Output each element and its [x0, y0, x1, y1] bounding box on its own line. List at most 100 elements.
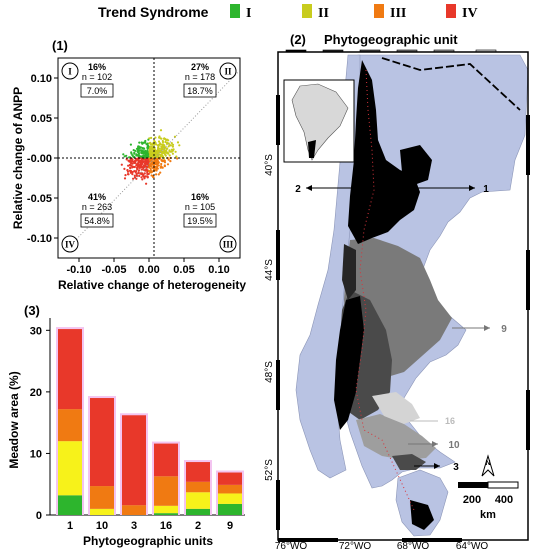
scatter-point — [144, 139, 147, 143]
scatter-point — [160, 155, 163, 158]
scatter-point — [174, 150, 177, 153]
scatter-point — [125, 154, 128, 157]
scatter-point — [133, 152, 136, 155]
scatter-point — [178, 144, 181, 147]
quadrant-I-pct: 16% — [88, 62, 106, 72]
scatter-point — [138, 169, 141, 172]
bar-segment-1-III — [58, 409, 82, 442]
scatter-point — [162, 148, 166, 151]
scatter-point — [157, 140, 161, 143]
scatter-point — [137, 146, 140, 149]
scatter-ylabel: Relative change of ANPP — [11, 87, 25, 229]
callout-label-3: 3 — [453, 462, 459, 473]
scatter-ytick-label: -0.00 — [27, 153, 52, 165]
scatter-point — [147, 169, 151, 173]
quadrant-III-n: n = 105 — [185, 202, 215, 212]
quadrant-III-area-box — [183, 213, 217, 228]
scatter-point — [169, 150, 172, 153]
callout-label-10: 10 — [448, 440, 460, 451]
scale-unit: km — [480, 509, 496, 521]
scatter-point — [134, 149, 137, 152]
scatter-xtick-label: 0.10 — [208, 264, 229, 276]
lon-label: 72°WO — [339, 541, 372, 550]
scatter-point — [126, 170, 130, 173]
quadrant-I-n: n = 102 — [82, 72, 112, 82]
scatter-point — [161, 159, 164, 163]
scatter-point — [165, 142, 169, 145]
scatter-point — [167, 139, 170, 142]
bar-segment-10-II — [90, 508, 114, 515]
scatter-point — [126, 169, 129, 172]
scale-bar: 200 400 km — [458, 481, 519, 521]
scatter-point — [144, 169, 147, 172]
scatter-point — [151, 170, 154, 173]
scatter-point — [165, 138, 168, 142]
bar-ylabel: Meadow area (%) — [7, 371, 21, 468]
legend-label-I: I — [246, 6, 251, 21]
scatter-point — [171, 145, 174, 148]
scatter-point — [157, 146, 160, 149]
scatter-xlabel: Relative change of heterogeneity — [58, 278, 246, 292]
scatter-point — [126, 173, 130, 176]
scatter-point — [154, 159, 157, 162]
scatter-point — [137, 158, 140, 162]
scatter-point — [140, 173, 143, 176]
scatter-point — [159, 149, 162, 152]
scatter-point — [128, 160, 131, 163]
scatter-point — [141, 155, 144, 158]
bar-segment-9-III — [218, 484, 242, 494]
scatter-point — [133, 174, 136, 177]
scatter-point — [169, 160, 172, 163]
map-panel: (2) Phytogeographic unit 1 2 3 9 10 16 — [264, 32, 530, 550]
bar-segment-16-II — [154, 505, 178, 514]
scatter-point — [150, 136, 153, 139]
scatter-point — [138, 161, 141, 164]
bar-segment-2-IV — [186, 462, 210, 482]
scatter-point — [128, 163, 132, 166]
scatter-ytick-label: 0.05 — [31, 113, 52, 125]
scatter-point — [129, 170, 132, 174]
bar-segment-2-I — [186, 508, 210, 515]
scatter-point — [155, 156, 158, 159]
scatter-point — [141, 178, 144, 181]
scatter-point — [131, 154, 134, 157]
quadrant-IV-pct: 41% — [88, 192, 106, 202]
bar-ytick-label: 10 — [30, 448, 42, 460]
scatter-point — [155, 143, 158, 146]
scatter-point — [160, 165, 163, 168]
bar-segment-10-IV — [90, 398, 114, 487]
scatter-point — [166, 163, 170, 166]
scale-label-400: 400 — [495, 494, 513, 506]
quadrant-II-marker — [219, 62, 237, 80]
scatter-point — [160, 162, 163, 166]
bar-ytick-label: 20 — [30, 387, 42, 399]
map-panel-label: (2) — [290, 32, 306, 47]
quadrant-III-marker — [219, 235, 237, 253]
bar-segment-16-III — [154, 476, 178, 506]
scatter-point — [150, 152, 154, 155]
scatter-point — [123, 167, 126, 170]
quadrant-I-marker — [61, 62, 79, 80]
scatter-point — [131, 173, 134, 176]
quadrant-II-area-box — [183, 83, 217, 98]
quadrant-I-numeral: I — [68, 67, 72, 77]
scatter-point — [176, 157, 179, 160]
scatter-point — [141, 147, 144, 150]
quadrant-IV-numeral: IV — [65, 240, 76, 250]
scatter-point — [133, 155, 136, 158]
scatter-point — [120, 163, 123, 166]
unit-1-east-patch — [400, 145, 432, 185]
scatter-point — [140, 152, 143, 155]
scatter-point — [123, 177, 127, 180]
legend-swatch-IV — [446, 4, 456, 18]
bar-ytick-label: 30 — [30, 325, 42, 337]
scatter-point — [151, 142, 154, 145]
bar-segment-2-II — [186, 492, 210, 509]
legend-label-IV: IV — [462, 6, 478, 21]
scatter-point — [163, 165, 166, 168]
scatter-point — [131, 158, 134, 161]
unit-1-south-strip — [334, 296, 364, 430]
scatter-point — [144, 141, 147, 144]
scatter-point — [144, 175, 147, 178]
unit-16-region — [372, 392, 420, 424]
